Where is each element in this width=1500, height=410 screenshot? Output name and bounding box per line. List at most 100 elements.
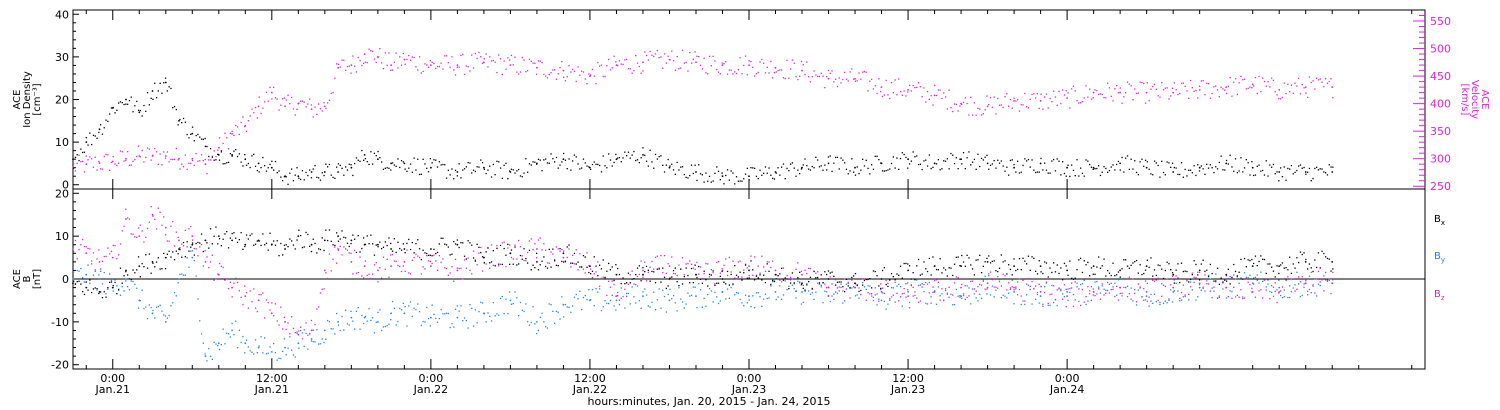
data-point <box>480 56 482 58</box>
data-point <box>330 328 332 330</box>
series-point <box>164 81 167 84</box>
data-point <box>1193 276 1195 278</box>
data-point <box>1299 93 1302 95</box>
data-point <box>566 168 568 170</box>
data-point <box>636 275 639 278</box>
data-point <box>842 159 844 161</box>
series-point <box>1039 295 1042 297</box>
data-point <box>332 176 334 179</box>
data-point <box>397 67 399 69</box>
data-point <box>1251 161 1253 163</box>
data-point <box>732 283 734 285</box>
data-point <box>217 345 219 347</box>
data-point <box>462 169 464 171</box>
data-point <box>620 161 622 163</box>
series-point <box>827 278 830 280</box>
data-point <box>1186 280 1188 282</box>
data-point <box>1067 274 1069 276</box>
data-point <box>260 294 262 296</box>
data-point <box>1307 294 1309 296</box>
data-point <box>566 256 568 259</box>
data-point <box>977 259 979 261</box>
data-point <box>191 239 194 241</box>
data-point <box>202 138 204 140</box>
data-point <box>849 170 851 172</box>
data-point <box>509 170 511 172</box>
data-point <box>141 263 143 265</box>
data-point <box>118 162 120 164</box>
data-point <box>997 287 999 289</box>
data-point <box>845 78 848 80</box>
data-point <box>350 242 352 245</box>
data-point <box>481 256 484 258</box>
data-point <box>1189 79 1192 82</box>
data-point <box>537 239 540 241</box>
data-point <box>617 64 619 67</box>
data-point <box>1125 92 1127 94</box>
data-point <box>233 232 235 234</box>
data-point <box>790 276 792 278</box>
data-point <box>1317 270 1320 273</box>
data-point <box>1099 93 1102 95</box>
axis-title-line: ACE <box>12 90 23 110</box>
data-point <box>912 151 914 153</box>
data-point <box>840 157 842 159</box>
data-point <box>856 294 858 296</box>
series-point <box>98 128 101 131</box>
data-point <box>635 55 637 57</box>
series-point <box>1198 269 1201 272</box>
data-point <box>289 172 291 174</box>
data-point <box>1267 175 1269 177</box>
data-point <box>1011 274 1013 276</box>
data-point <box>916 155 918 157</box>
data-point <box>283 97 286 99</box>
data-point <box>490 60 493 62</box>
data-point <box>359 251 361 253</box>
data-point <box>78 248 80 251</box>
data-point <box>582 255 585 257</box>
series-point <box>880 278 883 280</box>
data-point <box>1090 98 1093 100</box>
data-point <box>899 286 902 288</box>
data-point <box>674 173 676 175</box>
data-point <box>827 295 830 297</box>
data-point <box>438 243 440 245</box>
data-point <box>507 312 509 315</box>
series-point <box>827 162 830 165</box>
data-point <box>413 56 415 59</box>
data-point <box>1225 297 1228 299</box>
series-point <box>204 239 207 242</box>
data-point <box>858 297 860 299</box>
data-point <box>125 208 127 210</box>
data-point <box>602 75 604 78</box>
data-point <box>395 165 397 167</box>
data-point <box>548 248 550 251</box>
series-point <box>801 166 803 169</box>
data-point <box>404 306 406 308</box>
data-point <box>209 148 212 150</box>
data-point <box>269 309 271 311</box>
series-point <box>323 171 326 173</box>
data-point <box>518 239 520 242</box>
data-point <box>1004 295 1006 297</box>
data-point <box>465 65 467 67</box>
series-point <box>1119 286 1121 289</box>
data-point <box>1126 295 1129 298</box>
data-point <box>730 273 732 276</box>
data-point <box>653 268 655 270</box>
data-point <box>1256 165 1258 167</box>
data-point <box>908 301 911 304</box>
data-point <box>294 248 296 250</box>
data-point <box>836 156 839 158</box>
data-point <box>134 236 136 238</box>
data-point <box>199 160 201 162</box>
data-point <box>382 168 385 170</box>
data-point <box>581 308 583 311</box>
data-point <box>285 244 287 246</box>
data-point <box>278 109 280 111</box>
data-point <box>561 248 563 251</box>
data-point <box>887 282 889 285</box>
data-point <box>1065 265 1067 267</box>
data-point <box>851 279 853 281</box>
data-point <box>799 281 801 283</box>
